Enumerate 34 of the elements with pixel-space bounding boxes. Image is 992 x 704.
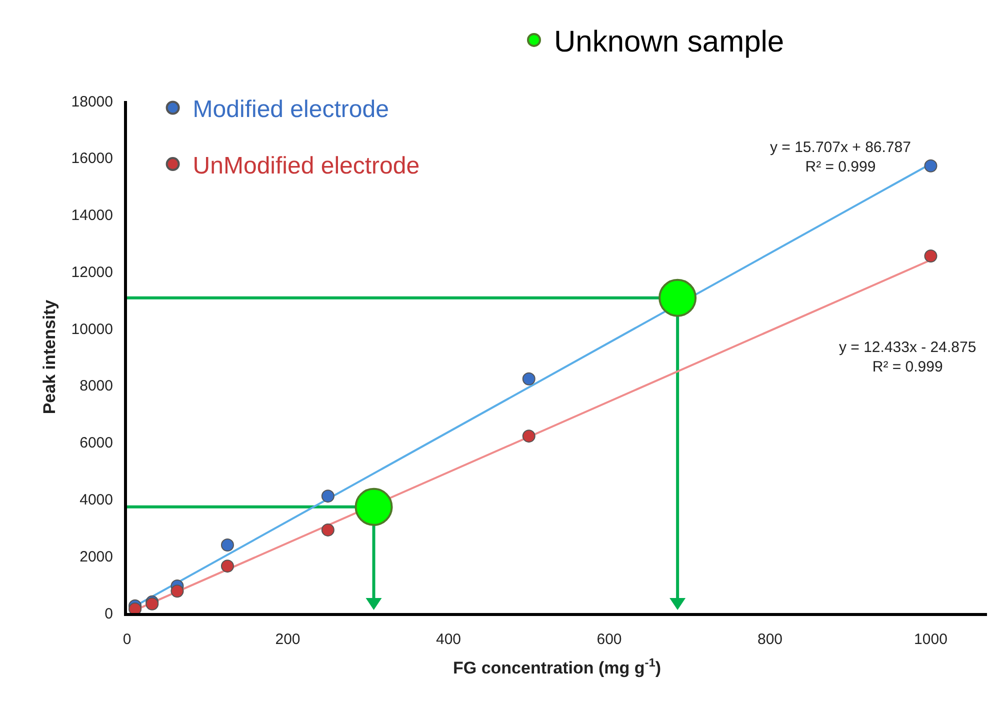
legend-label: Modified electrode [192,96,389,124]
annotation: y = 15.707x + 86.787 R² = 0.999 [770,139,911,176]
point [522,430,536,443]
point [924,159,938,172]
point [924,250,938,263]
point [658,278,697,317]
x-axis-title: FG concentration (mg g$^{-1}$) [453,655,661,678]
point [321,523,334,536]
y-tick-label: 4000 [80,491,113,508]
legend-label: Unknown sample [554,26,784,59]
x-tick-label: 1000 [914,631,948,648]
point [354,488,393,526]
y-tick-label: 0 [104,605,113,622]
legend-label: UnModified electrode [192,152,420,180]
y-tick-label: 2000 [80,548,113,566]
x-tick-label: 600 [596,631,622,648]
annotation: y = 12.433x - 24.875 R² = 0.999 [839,339,976,376]
point [220,538,234,552]
y-tick-label: 8000 [80,378,113,395]
x-tick-label: 800 [757,631,783,648]
y-tick-label: 18000 [71,93,113,110]
y-tick-label: 16000 [71,150,113,168]
point [522,372,536,386]
y-tick-label: 6000 [80,434,113,452]
y-tick-label: 10000 [71,320,113,338]
point [170,584,184,598]
point [321,490,334,503]
y-tick-label: 14000 [71,207,113,224]
y-axis-title: Peak intensity [40,299,59,414]
point [220,560,234,573]
x-tick-label: 0 [122,631,132,648]
x-tick-label: 200 [275,631,300,648]
y-tick-label: 12000 [71,264,113,281]
x-tick-label: 400 [436,631,462,648]
